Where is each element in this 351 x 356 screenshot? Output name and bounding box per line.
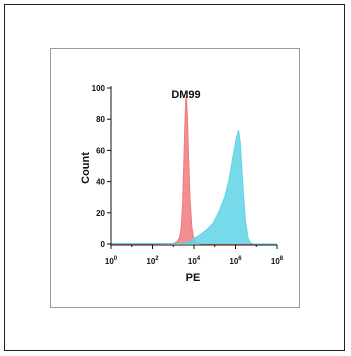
- x-tick-label: 100: [105, 256, 118, 266]
- x-tick-label: 102: [146, 256, 159, 266]
- y-tick-label: 0: [101, 240, 106, 249]
- series-layer: [111, 95, 277, 245]
- chart-panel: [50, 48, 300, 308]
- y-tick-label: 100: [92, 84, 106, 93]
- y-tick-label: 40: [96, 178, 105, 187]
- series-fill-0: [111, 95, 277, 244]
- x-tick-label: 108: [271, 256, 284, 266]
- y-tick-label: 60: [96, 146, 105, 155]
- y-axis-label: Count: [80, 152, 92, 184]
- series-line-0: [111, 95, 277, 245]
- x-axis-label: PE: [186, 272, 201, 284]
- x-tick-label: 104: [188, 256, 201, 266]
- x-tick-label: 106: [229, 256, 242, 266]
- series-fill-1: [111, 130, 277, 244]
- series-line-1: [111, 129, 277, 245]
- y-tick-label: 20: [96, 209, 105, 218]
- axes-layer: 0 20 40 60 80 100 100 102 104 106 108: [92, 84, 284, 266]
- y-tick-label: 80: [96, 115, 105, 124]
- chart-title: DM99: [171, 89, 200, 101]
